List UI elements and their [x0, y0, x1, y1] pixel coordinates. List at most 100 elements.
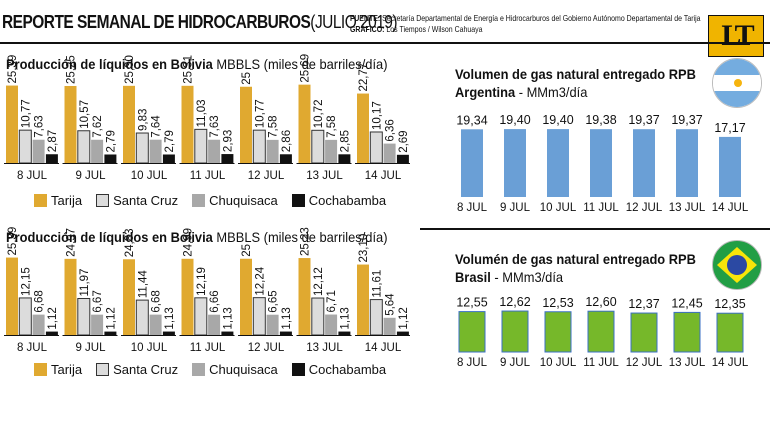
bar-tarija [298, 258, 311, 335]
liquids-chart-2-title-main: Producción de líquidos en Bolivia [6, 229, 213, 245]
bar-value-label: 1,12 [47, 307, 59, 329]
bar-value-label: 2,86 [281, 130, 293, 152]
bar-tarija [240, 86, 252, 163]
bar-santa-cruz [194, 297, 208, 336]
category-label: 11 JUL [190, 170, 226, 182]
bar-value-label: 1,13 [164, 307, 176, 329]
bar-santa-cruz [135, 299, 149, 336]
bar-value-label: 7,63 [34, 115, 46, 137]
source-credits: FUENTE: Secretaría Departamental de Ener… [350, 13, 701, 35]
bar-cochabamba [162, 154, 175, 163]
liquids-chart-1-title: Producción de líquidos en Bolivia MBBLS … [6, 56, 387, 72]
gas-bar [633, 129, 655, 197]
legend-item-tarija: Tarija [34, 193, 82, 208]
bar-cochabamba [338, 154, 351, 163]
gas-bar [673, 311, 701, 353]
legend-label-cochabamba: Cochabamba [308, 362, 387, 377]
legend-label-cochabamba: Cochabamba [308, 193, 387, 208]
graphic-label: GRÁFICO: [350, 24, 385, 34]
bar-value-label: 10,72 [313, 100, 325, 129]
bar-tarija [6, 257, 18, 335]
bar-value-label: 17,17 [714, 121, 745, 135]
bar-tarija [64, 85, 77, 163]
bar-santa-cruz [194, 128, 208, 164]
bar-value-label: 1,13 [339, 307, 351, 329]
bar-tarija [181, 85, 194, 163]
bar-chuquisaca [325, 314, 338, 335]
bar-value-label: 12,55 [456, 296, 487, 310]
bar-value-label: 24,99 [183, 228, 195, 257]
bar-value-label: 24,83 [124, 228, 136, 257]
category-label: 13 JUL [669, 202, 706, 214]
bar-cochabamba [279, 154, 292, 163]
bar-chuquisaca [383, 143, 396, 163]
bar-tarija [240, 258, 252, 335]
legend-item-chuquisaca: Chuquisaca [192, 193, 278, 208]
legend-swatch-santa-cruz [96, 363, 110, 376]
category-label: 11 JUL [190, 342, 226, 354]
bar-value-label: 23,10 [358, 234, 370, 263]
bar-tarija [123, 259, 135, 335]
section-divider [420, 228, 770, 230]
bar-value-label: 2,93 [222, 130, 234, 152]
bar-value-label: 22,77 [358, 63, 370, 92]
gas-argentina-title-unit: - MMm3/día [518, 84, 588, 100]
bar-chuquisaca [91, 314, 104, 335]
gas-bar [547, 129, 569, 197]
bar-tarija [181, 258, 194, 335]
bar-santa-cruz [252, 129, 266, 164]
bar-cochabamba [162, 331, 175, 335]
bar-cochabamba [396, 154, 409, 163]
bar-santa-cruz [77, 297, 91, 336]
bar-chuquisaca [32, 139, 45, 163]
bar-cochabamba [45, 331, 58, 335]
page-title-period: (JULIO 2019) [310, 12, 398, 32]
gas-brasil-chart: 12,55 8 JUL 12,62 9 JUL 12,53 10 JUL 12,60 11 J… [456, 295, 748, 369]
bar-value-label: 12,60 [585, 295, 616, 309]
category-label: 11 JUL [583, 357, 619, 369]
bar-chuquisaca [208, 139, 221, 163]
bar-value-label: 7,62 [92, 115, 104, 137]
gas-bar [630, 312, 658, 353]
legend-label-santa-cruz: Santa Cruz [113, 362, 179, 377]
category-label: 12 JUL [248, 170, 285, 182]
category-label: 13 JUL [306, 170, 343, 182]
bar-chuquisaca [266, 314, 279, 335]
bar-value-label: 25,23 [300, 227, 312, 256]
gas-bar [544, 311, 572, 353]
legend-swatch-santa-cruz [96, 194, 110, 207]
bar-value-label: 2,87 [47, 130, 59, 152]
legend-item-cochabamba: Cochabamba [291, 362, 387, 377]
bar-santa-cruz [77, 130, 91, 164]
gas-argentina-chart: 19,34 8 JUL 19,40 9 JUL 19,40 10 JUL 19,38 11 J… [456, 113, 748, 214]
bar-value-label: 19,40 [499, 113, 530, 127]
bar-santa-cruz [369, 131, 383, 164]
bar-value-label: 25,25 [66, 55, 78, 84]
bar-value-label: 12,37 [628, 297, 659, 311]
bar-value-label: 2,79 [105, 130, 117, 152]
bar-value-label: 6,65 [268, 290, 280, 312]
page-title: REPORTE SEMANAL DE HIDROCARBUROS(JULIO 2… [2, 12, 398, 33]
bar-tarija [357, 264, 369, 335]
bar-value-label: 19,38 [585, 113, 616, 127]
gas-argentina-title: Volumen de gas natural entregado RPB Arg… [455, 65, 696, 101]
gas-bar [719, 136, 741, 197]
bar-value-label: 6,66 [209, 290, 221, 312]
gas-brasil-title-country: Brasil [455, 269, 491, 285]
bar-chuquisaca [266, 139, 279, 163]
liquids-chart-1-title-main: Producción de líquidos en Bolivia [6, 56, 213, 72]
bar-value-label: 25,30 [124, 55, 136, 84]
bar-tarija [298, 84, 311, 163]
category-label: 10 JUL [540, 202, 577, 214]
bar-value-label: 1,12 [398, 307, 410, 329]
bar-chuquisaca [325, 139, 338, 163]
bar-value-label: 10,57 [79, 100, 91, 129]
bar-tarija [123, 85, 135, 163]
bar-value-label: 9,83 [137, 109, 149, 131]
bar-value-label: 19,37 [628, 113, 659, 127]
bar-cochabamba [221, 154, 234, 163]
category-label: 13 JUL [669, 357, 706, 369]
gas-brasil-title-main: Volumén de gas natural entregado RPB [455, 251, 696, 267]
legend-item-chuquisaca: Chuquisaca [192, 362, 278, 377]
bar-chuquisaca [208, 314, 221, 335]
